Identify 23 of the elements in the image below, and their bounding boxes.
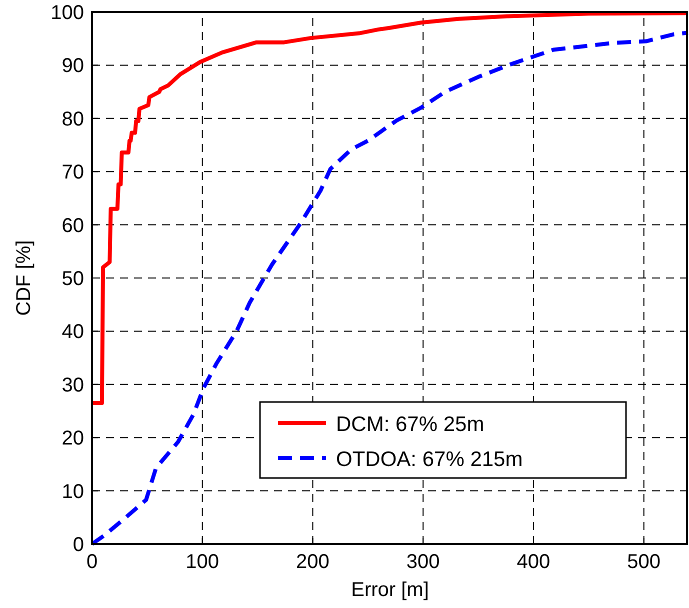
y-tick-label: 60 (62, 214, 84, 237)
legend-label: DCM: 67% 25m (336, 413, 484, 436)
line-series (90, 30, 689, 546)
y-tick-label: 20 (62, 428, 84, 450)
y-tick-label: 100 (50, 2, 84, 24)
x-tick-label: 200 (296, 551, 330, 573)
y-tick-label: 70 (62, 162, 84, 184)
line-series (90, 11, 689, 406)
y-tick-label: 10 (62, 480, 84, 503)
x-tick-label: 400 (516, 551, 550, 573)
y-tick-label: 0 (72, 534, 84, 556)
y-tick-label: 90 (62, 55, 84, 78)
y-tick-label: 40 (62, 321, 84, 344)
y-tick-label: 80 (62, 108, 84, 130)
x-tick-label: 0 (86, 551, 98, 573)
x-tick-label: 300 (406, 551, 440, 573)
legend-label: OTDOA: 67% 215m (336, 448, 523, 471)
x-tick-label: 500 (627, 551, 661, 573)
x-axis-title: Error [m] (351, 579, 429, 601)
y-tick-label: 50 (62, 268, 84, 290)
x-tick-label: 100 (186, 551, 220, 573)
y-tick-label: 30 (62, 374, 84, 396)
y-axis-title: CDF [%] (13, 240, 35, 316)
